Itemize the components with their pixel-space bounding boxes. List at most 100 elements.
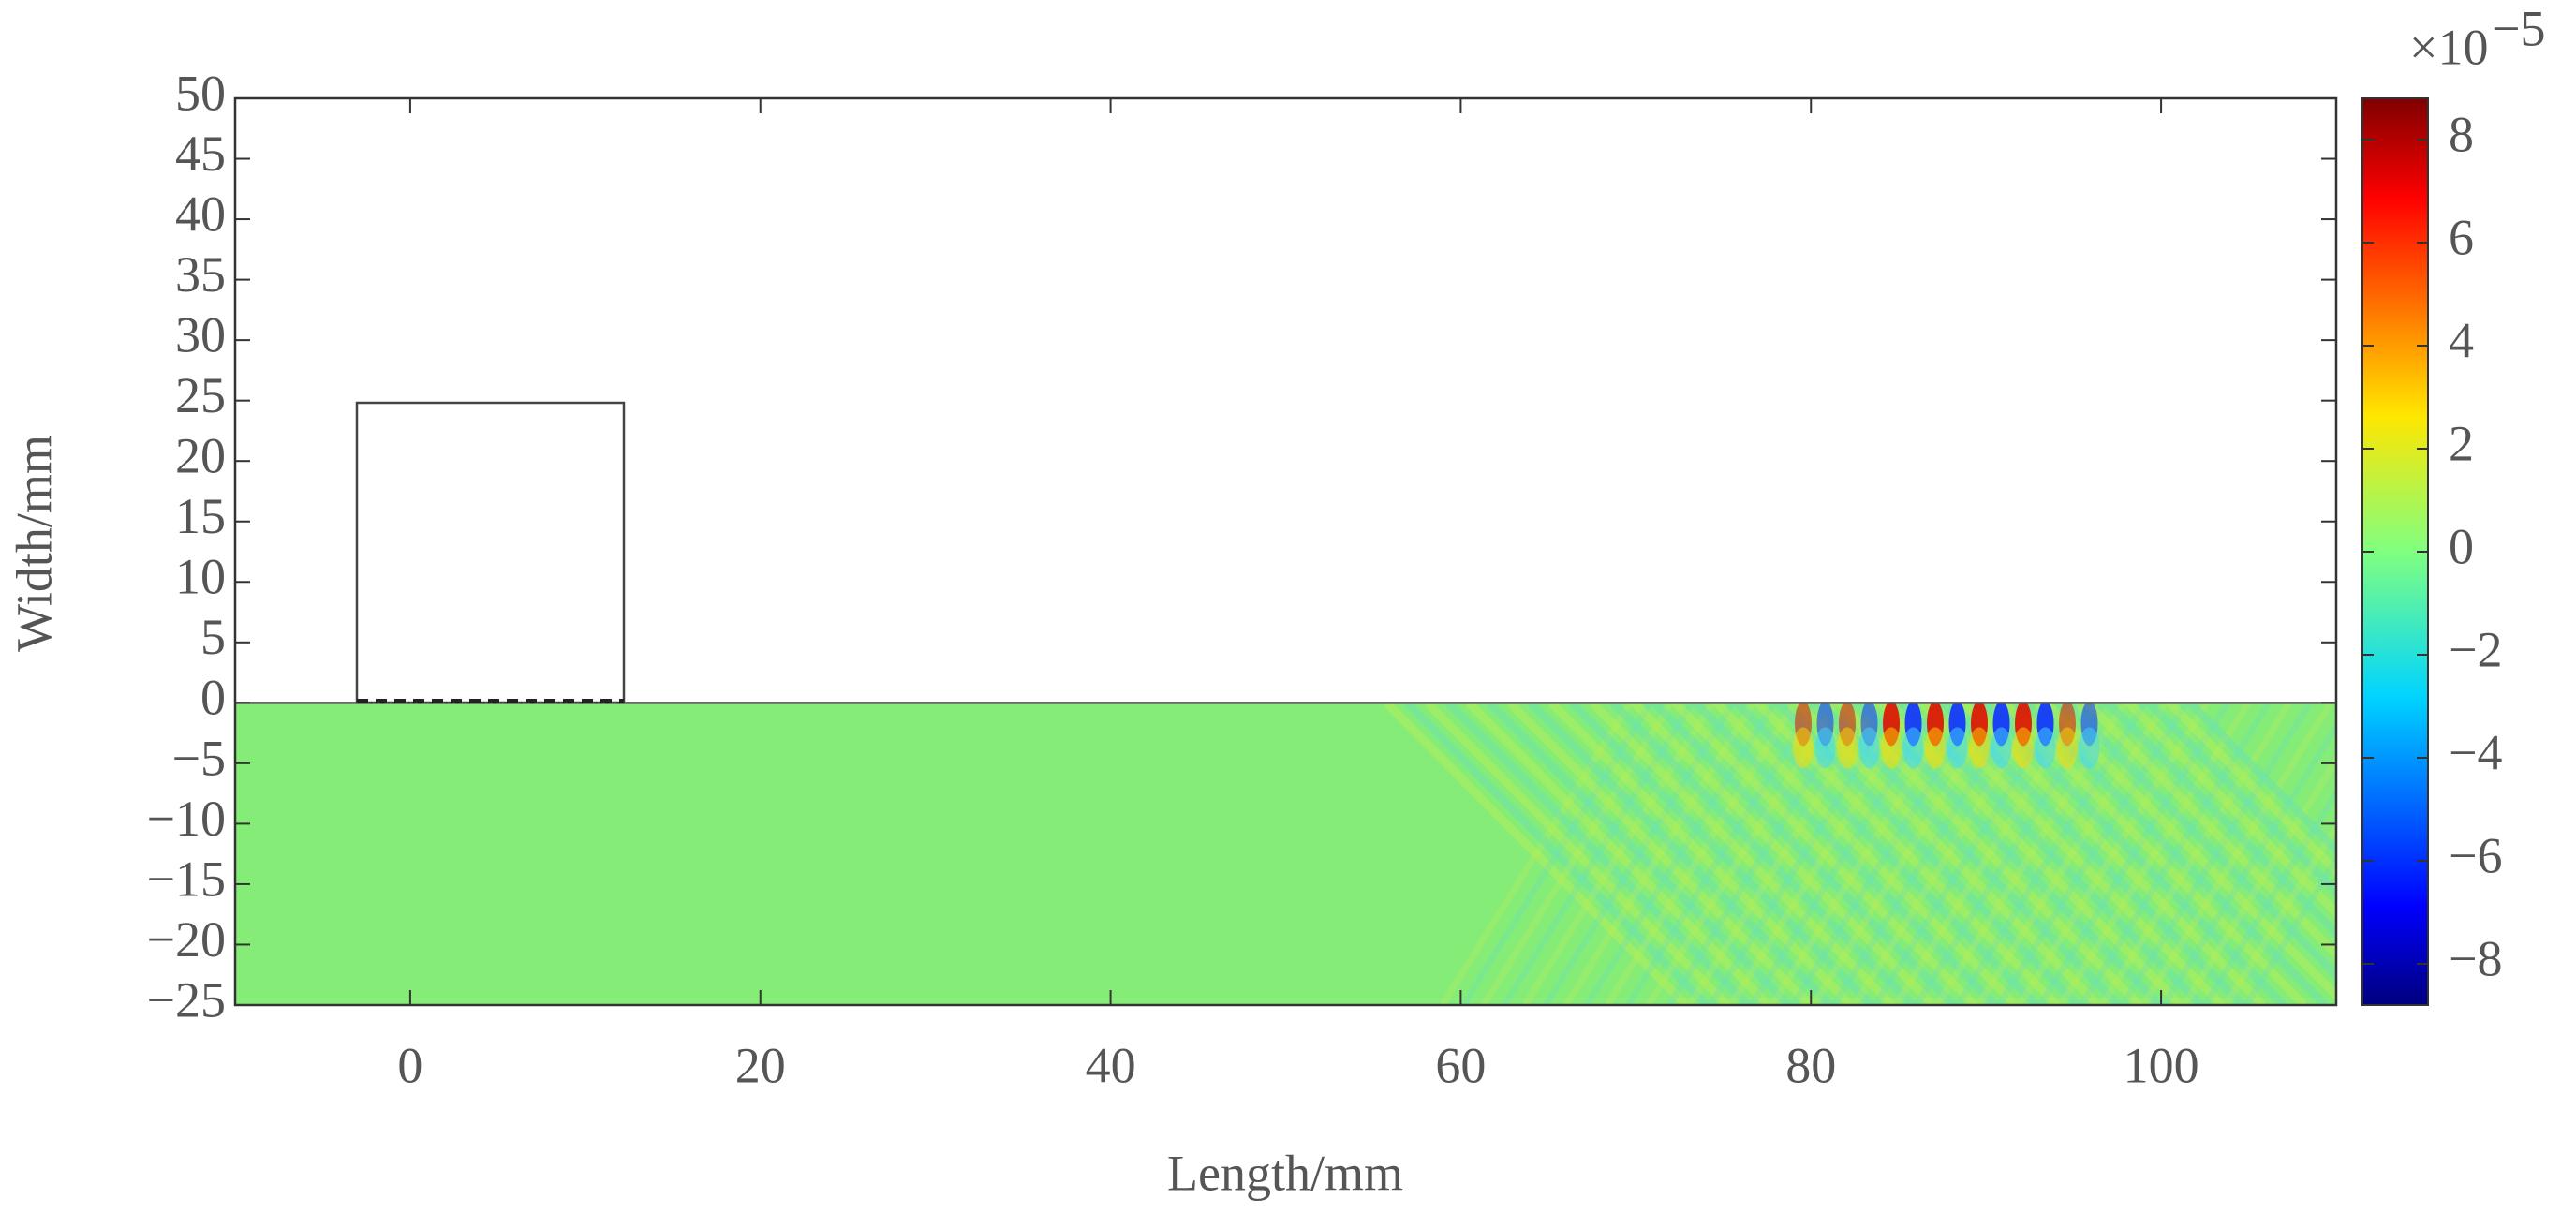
x-tick-label: 60 bbox=[1435, 1037, 1486, 1093]
wave-band bbox=[1584, 703, 1777, 1005]
wave-band bbox=[2161, 720, 2336, 1005]
y-tick-label: 5 bbox=[200, 609, 226, 665]
colorbar-exponent: −5 bbox=[2492, 0, 2545, 56]
transducer bbox=[355, 401, 626, 704]
x-axis-label: Length/mm bbox=[1167, 1145, 1403, 1201]
wave-band bbox=[2079, 703, 2272, 1005]
wave-band bbox=[1671, 703, 1978, 1005]
colorbar-tick-label: 2 bbox=[2449, 415, 2474, 471]
wave-band bbox=[1625, 703, 1818, 1005]
wave-band bbox=[1589, 703, 1896, 1005]
wave-band bbox=[1831, 703, 2024, 1005]
field-pattern bbox=[1383, 703, 2336, 1005]
surface-wave-halo bbox=[2057, 727, 2078, 769]
y-tick-label: 50 bbox=[175, 65, 226, 121]
surface-wave-halo bbox=[1814, 727, 1836, 769]
wave-band bbox=[1568, 703, 1875, 1005]
y-tick-label: 0 bbox=[200, 670, 226, 726]
wave-band bbox=[1502, 703, 1695, 1005]
wave-band bbox=[2058, 703, 2251, 1005]
wave-band bbox=[2099, 703, 2292, 1005]
wave-band bbox=[1481, 703, 1674, 1005]
wave-band bbox=[1733, 703, 2040, 1005]
y-tick-label: −20 bbox=[147, 911, 226, 968]
y-tick-label: 35 bbox=[175, 246, 226, 303]
wave-band bbox=[1630, 703, 1937, 1005]
wave-band bbox=[2104, 703, 2336, 939]
wave-band bbox=[1444, 703, 1752, 1005]
wave-band bbox=[1563, 703, 1756, 1005]
y-tick-label: 10 bbox=[175, 549, 226, 605]
x-tick-label: 100 bbox=[2124, 1037, 2199, 1093]
colorbar-tick-label: 6 bbox=[2449, 209, 2474, 265]
surface-wave-halo bbox=[1793, 727, 1814, 769]
wave-band bbox=[1609, 703, 1917, 1005]
wave-band bbox=[1460, 703, 1653, 1005]
colorbar-tick-label: 8 bbox=[2449, 106, 2474, 162]
colorbar-tick-label: −4 bbox=[2449, 724, 2502, 780]
wave-band bbox=[2083, 703, 2336, 960]
wave-band bbox=[1506, 703, 1814, 1005]
y-tick-label: −25 bbox=[147, 971, 226, 1028]
y-tick-label: 20 bbox=[175, 428, 226, 484]
wave-band bbox=[2243, 853, 2336, 1005]
wave-band bbox=[1440, 703, 1633, 1005]
wave-band bbox=[1522, 703, 1715, 1005]
wave-band bbox=[2120, 703, 2313, 1005]
surface-wave-halo bbox=[1881, 727, 1902, 769]
surface-wave-halo bbox=[2013, 727, 2034, 769]
wave-band bbox=[1543, 703, 1736, 1005]
wave-band bbox=[1424, 703, 1731, 1005]
wave-band bbox=[2145, 703, 2336, 898]
wave-band bbox=[1547, 703, 1855, 1005]
wave-band bbox=[2063, 703, 2336, 982]
surface-wave-halo bbox=[2035, 727, 2056, 769]
wave-band bbox=[1960, 703, 2267, 1005]
y-tick-label: −15 bbox=[147, 851, 226, 907]
wave-band bbox=[2186, 703, 2336, 857]
surface-wave-halo bbox=[1925, 727, 1946, 769]
wave-band bbox=[2017, 703, 2210, 1005]
wave-band bbox=[1712, 703, 2020, 1005]
colorbar-tick-label: −2 bbox=[2449, 621, 2502, 677]
wave-band bbox=[1996, 703, 2189, 1005]
surface-wave-halo bbox=[1837, 727, 1858, 769]
surface-wave-halo bbox=[1969, 727, 1990, 769]
wave-band bbox=[1605, 703, 1798, 1005]
x-tick-label: 80 bbox=[1785, 1037, 1836, 1093]
surface-wave-halo bbox=[1991, 727, 2012, 769]
wave-band bbox=[1976, 703, 2169, 1005]
surface-wave-halo bbox=[1902, 727, 1924, 769]
wave-band bbox=[2037, 703, 2230, 1005]
x-tick-label: 40 bbox=[1086, 1037, 1136, 1093]
y-tick-label: 30 bbox=[175, 307, 226, 363]
wave-band bbox=[1403, 703, 1710, 1005]
y-tick-label: 25 bbox=[175, 367, 226, 423]
wave-band bbox=[2223, 820, 2336, 1005]
wave-band bbox=[2124, 703, 2336, 919]
y-tick-label: 15 bbox=[175, 488, 226, 544]
y-tick-label: 45 bbox=[175, 126, 226, 182]
wave-band bbox=[2140, 703, 2333, 1005]
wave-band bbox=[1692, 703, 1999, 1005]
surface-wave-halo bbox=[1947, 727, 1968, 769]
wave-band bbox=[2166, 703, 2336, 878]
x-tick-label: 20 bbox=[735, 1037, 786, 1093]
y-axis-label: Width/mm bbox=[6, 435, 62, 652]
y-tick-label: 40 bbox=[175, 185, 226, 242]
wave-band bbox=[2182, 753, 2336, 1005]
wave-band bbox=[1486, 703, 1793, 1005]
wave-band bbox=[2202, 787, 2336, 1005]
colorbar-tick-label: −8 bbox=[2449, 930, 2502, 986]
wave-band bbox=[1465, 703, 1772, 1005]
colorbar-tick-label: 4 bbox=[2449, 312, 2474, 368]
wave-band bbox=[1980, 703, 2287, 1005]
wave-band bbox=[1383, 703, 1690, 1005]
colorbar-tick-label: 0 bbox=[2449, 518, 2474, 574]
surface-wave-halo bbox=[1858, 727, 1880, 769]
wave-band bbox=[1527, 703, 1834, 1005]
wave-band bbox=[1651, 703, 1958, 1005]
wave-band bbox=[1955, 703, 2148, 1005]
